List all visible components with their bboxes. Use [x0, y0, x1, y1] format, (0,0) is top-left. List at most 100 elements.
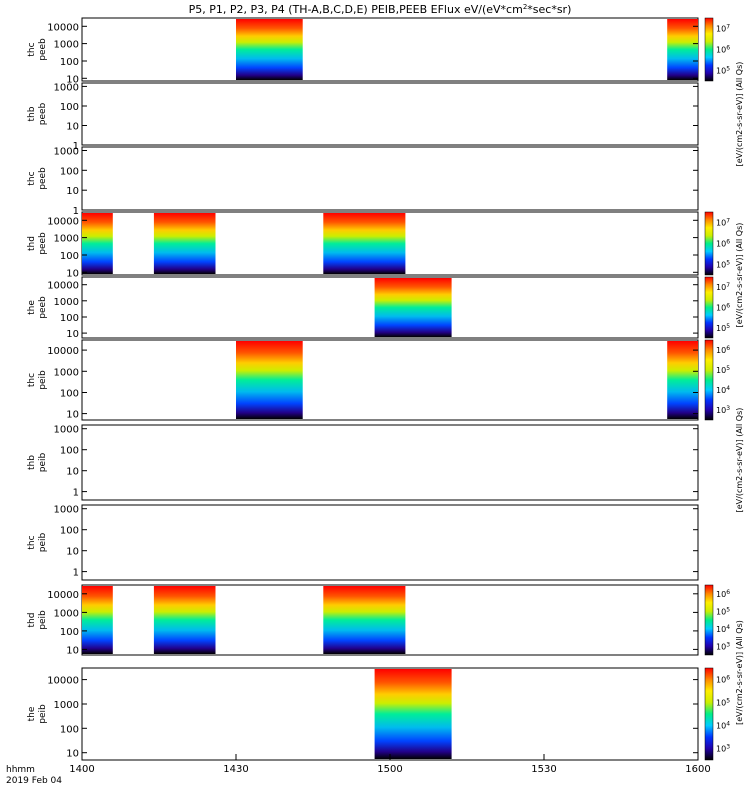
y-tick-label: 100: [60, 446, 79, 457]
panel-label-product: peib: [38, 452, 48, 472]
y-tick-label: 10000: [47, 590, 79, 601]
panel-label-product: peeb: [38, 296, 48, 319]
colorbar: 103 104 105 106: [704, 339, 730, 421]
panel-the-peib: 10 100 1000 10000 the peib: [27, 667, 699, 761]
y-tick-label: 100: [60, 313, 79, 324]
colorbar-tick-label: 107: [716, 218, 730, 228]
panel-frame: [81, 424, 699, 501]
y-tick-label: 100: [60, 724, 79, 735]
panel-label-product: peeb: [38, 38, 48, 61]
spectrogram-block: [236, 19, 303, 80]
panel-label-probe: thd: [27, 236, 37, 251]
y-tick-label: 1: [73, 568, 79, 579]
colorbar-strip: [704, 276, 714, 339]
colorbar-tick-label: 106: [716, 675, 730, 685]
y-tick-label: 10: [66, 467, 79, 478]
colorbar-unit-label: [eV/(cm2-s-sr-eV)] (All Qs): [735, 408, 744, 513]
y-tick-label: 10: [66, 645, 79, 656]
colorbar-tick-label: 105: [716, 606, 730, 616]
y-tick-label: 100: [60, 389, 79, 400]
colorbar-tick-label: 103: [716, 405, 730, 415]
y-tick-label: 10: [66, 410, 79, 421]
panel-label-probe: thd: [27, 613, 37, 628]
spectrogram-block: [82, 586, 113, 654]
panel-label-product: peeb: [38, 102, 48, 125]
figure-title: P5, P1, P2, P3, P4 (TH-A,B,C,D,E) PEIB,P…: [189, 3, 572, 16]
colorbar: 105 106 107: [704, 17, 730, 82]
colorbar-unit-label: [eV/(cm2-s-sr-eV)] (All Qs): [735, 62, 744, 167]
y-tick-label: 10000: [47, 676, 79, 687]
panel-label-product: peib: [38, 532, 48, 552]
colorbar-tick-label: 103: [716, 744, 730, 754]
colorbar-strip: [704, 17, 714, 82]
colorbar-tick-label: 106: [716, 45, 730, 55]
panel-frame: [81, 17, 699, 82]
y-tick-label: 100: [60, 102, 79, 113]
spectrogram-block: [82, 213, 113, 274]
date-label: 2019 Feb 04: [6, 776, 62, 786]
y-tick-label: 1000: [54, 425, 79, 436]
y-tick-label: 1000: [54, 234, 79, 245]
y-tick-label: 100: [60, 166, 79, 177]
x-tick-label: 1600: [685, 764, 710, 775]
spectrogram-block: [323, 213, 406, 274]
y-tick-label: 100: [60, 251, 79, 262]
panel-thd-peeb: 10 100 1000 10000 thd peeb: [27, 211, 699, 279]
panel-thc-peib: 10 100 1000 10000 thc peib: [27, 339, 699, 421]
y-tick-label: 10000: [47, 346, 79, 357]
y-tick-label: 10: [66, 268, 79, 279]
colorbar-tick-label: 106: [716, 589, 730, 599]
spectrogram-block: [374, 278, 452, 337]
panel-label-product: peib: [38, 370, 48, 390]
colorbar-tick-label: 106: [716, 345, 730, 355]
colorbar-strip: [704, 584, 714, 656]
y-tick-label: 10: [66, 547, 79, 558]
panel-label-probe: thc: [27, 42, 37, 56]
colorbar-unit-label: [eV/(cm2-s-sr-eV)] (All Qs): [735, 223, 744, 328]
panel-label-probe: thc: [27, 535, 37, 549]
panel-frame: [81, 504, 699, 581]
colorbar-tick-label: 105: [716, 365, 730, 375]
y-tick-label: 100: [60, 57, 79, 68]
panel-label-probe: thb: [27, 455, 37, 470]
y-tick-label: 1000: [54, 505, 79, 516]
panel-frame: [81, 146, 699, 211]
panel-label-probe: thc: [27, 171, 37, 185]
x-tick-label: 1430: [223, 764, 248, 775]
y-tick-label: 100: [60, 627, 79, 638]
spectrogram-block: [667, 341, 698, 419]
panel-label-product: peeb: [38, 167, 48, 190]
colorbar: 105 106 107: [704, 276, 730, 339]
y-tick-label: 10000: [47, 22, 79, 33]
x-tick-label: 1400: [69, 764, 94, 775]
colorbar: 103 104 105 106: [704, 584, 730, 656]
time-format-label: hhmm: [6, 765, 35, 775]
y-tick-label: 10000: [47, 281, 79, 292]
colorbar-strip: [704, 339, 714, 421]
panel-thd-peib: 10 100 1000 10000 thd peib: [27, 584, 699, 656]
y-tick-label: 1: [73, 488, 79, 499]
panel-thb-peeb: 1 10 100 1000 thb peeb: [27, 82, 699, 152]
y-tick-label: 1000: [54, 147, 79, 158]
spectrogram-block: [667, 19, 698, 80]
panel-frame: [81, 82, 699, 146]
spectrogram-block: [153, 586, 216, 654]
y-tick-label: 100: [60, 526, 79, 537]
colorbar-tick-label: 106: [716, 303, 730, 313]
colorbar-tick-label: 104: [716, 385, 730, 395]
colorbar: 103 104 105 106: [704, 667, 730, 761]
colorbar: 105 106 107: [704, 211, 730, 276]
panel-frame: [81, 339, 699, 421]
panel-label-product: peeb: [38, 232, 48, 255]
panel-label-probe: thb: [27, 106, 37, 121]
colorbar-strip: [704, 667, 714, 761]
spectrogram-block: [374, 669, 452, 759]
panel-label-probe: the: [27, 300, 37, 315]
colorbar-tick-label: 104: [716, 721, 730, 731]
panel-thb-peib: 1 10 100 1000 thb peib: [27, 424, 699, 501]
x-tick-label: 1530: [531, 764, 556, 775]
panel-label-probe: the: [27, 706, 37, 721]
y-tick-label: 1000: [54, 700, 79, 711]
